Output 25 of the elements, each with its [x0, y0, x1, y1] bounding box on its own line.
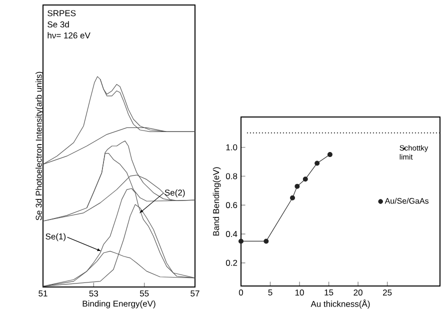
x-tick-label: 0: [238, 290, 244, 296]
text: SRPES: [48, 10, 76, 16]
y-axis-title: Band Bending(eV): [212, 167, 221, 236]
x-tick-label: 5: [268, 290, 272, 296]
y-tick-label: 0.6: [226, 202, 238, 208]
x-tick-label: 57: [190, 290, 200, 296]
y-tick-label: 0.8: [226, 173, 238, 180]
x-axis-title: Au thickness(Å): [310, 299, 370, 309]
y-axis-title: Se 3d Photoelectron Intensity(arb units): [36, 72, 44, 220]
x-tick-label: 53: [89, 290, 98, 297]
y-tick-label: 0.4: [226, 230, 238, 237]
y-tick-label: 1.0: [226, 144, 238, 150]
legend-label: Au/Se/GaAs: [384, 198, 429, 204]
annotation: Se(1): [46, 233, 66, 242]
annotation: Se(2): [164, 189, 185, 198]
x-tick-label: 51: [38, 290, 48, 296]
y-tick-label: 0.2: [226, 260, 238, 266]
x-tick-label: 10: [295, 290, 304, 296]
x-tick-label: 20: [354, 290, 362, 296]
x-tick-label: 15: [324, 290, 334, 296]
x-tick-label: 25: [383, 290, 392, 296]
text: hν= 126 eV: [48, 32, 90, 38]
x-tick-label: 55: [140, 290, 149, 296]
x-axis-title: Binding Energy(eV): [82, 300, 156, 308]
text: Se 3d: [48, 21, 69, 28]
